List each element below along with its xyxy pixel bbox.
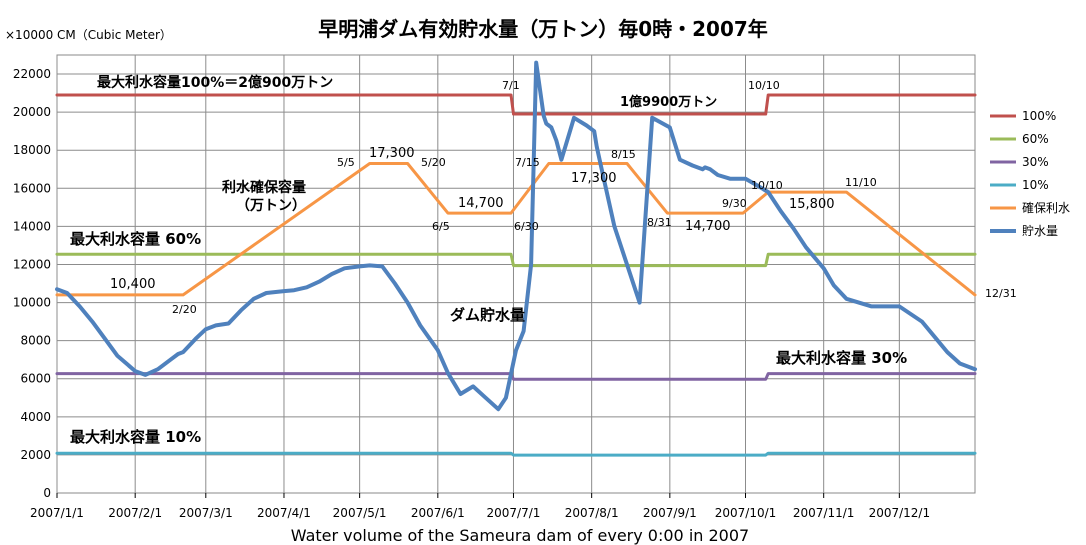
legend-label: 30% — [1022, 155, 1049, 169]
x-tick-label: 2007/2/1 — [108, 506, 162, 520]
date-label-0605: 6/5 — [432, 220, 450, 233]
x-tick-label: 2007/5/1 — [333, 506, 387, 520]
annotation-reserve-unit: （万トン） — [236, 198, 306, 214]
y-tick-label: 20000 — [13, 105, 51, 119]
legend-label: 60% — [1022, 132, 1049, 146]
x-tick-label: 2007/8/1 — [565, 506, 619, 520]
date-label-0505: 5/5 — [337, 156, 355, 169]
legend-label: 10% — [1022, 178, 1049, 192]
x-tick-label: 2007/9/1 — [643, 506, 697, 520]
y-tick-label: 12000 — [13, 257, 51, 271]
value-label-17300-aug: 17,300 — [571, 171, 617, 186]
x-tick-label: 2007/12/1 — [869, 506, 931, 520]
x-tick-label: 2007/4/1 — [257, 506, 311, 520]
annotation-flood-capacity: 1億9900万トン — [620, 94, 717, 110]
series-line-2 — [55, 372, 977, 381]
y-tick-label: 2000 — [20, 448, 51, 462]
legend-label: 100% — [1022, 109, 1056, 123]
annotation-max-capacity: 最大利水容量100%＝2億900万トン — [97, 74, 333, 91]
date-label-1010: 10/10 — [751, 179, 783, 192]
chart-title: 早明浦ダム有効貯水量（万トン）毎0時・2007年 — [318, 17, 768, 41]
date-label-0630: 6/30 — [514, 220, 539, 233]
annotation-cap-30: 最大利水容量 30% — [776, 349, 907, 367]
annotation-cap-60: 最大利水容量 60% — [70, 230, 201, 248]
y-tick-label: 18000 — [13, 143, 51, 157]
series-line-3 — [55, 451, 977, 457]
value-label-17300-may: 17,300 — [369, 146, 415, 161]
annotation-reserve: 利水確保容量 — [222, 179, 306, 196]
y-axis-ticks: 0 2000 4000 6000 8000 10000 12000 14000 16000 180… — [13, 67, 51, 500]
date-label-0831: 8/31 — [647, 216, 672, 229]
date-label-1010-top: 10/10 — [748, 79, 780, 92]
y-tick-label: 14000 — [13, 219, 51, 233]
value-label-14700-sep: 14,700 — [685, 219, 731, 234]
date-label-0701: 7/1 — [502, 79, 520, 92]
x-tick-label: 2007/6/1 — [411, 506, 465, 520]
legend-label: 確保利水 — [1022, 200, 1070, 215]
date-label-0815: 8/15 — [611, 148, 636, 161]
y-tick-label: 16000 — [13, 181, 51, 195]
x-tick-label: 2007/10/1 — [715, 506, 777, 520]
x-axis-ticks: 2007/1/1 2007/2/1 2007/3/1 2007/4/1 2007/5/1… — [30, 493, 930, 520]
y-tick-label: 6000 — [20, 372, 51, 386]
y-axis-unit: ×10000 CM（Cubic Meter） — [5, 28, 172, 42]
series-line-5 — [55, 60, 977, 412]
x-tick-label: 2007/1/1 — [30, 506, 84, 520]
annotation-dam-volume: ダム貯水量 — [450, 306, 525, 324]
value-label-10400: 10,400 — [110, 277, 156, 292]
chart-subtitle: Water volume of the Sameura dam of every… — [291, 526, 749, 545]
y-tick-label: 0 — [43, 486, 51, 500]
date-label-0220: 2/20 — [172, 303, 197, 316]
legend-label: 貯水量 — [1022, 224, 1058, 238]
series-line-1 — [55, 252, 977, 268]
date-label-0520: 5/20 — [421, 156, 446, 169]
y-tick-label: 8000 — [20, 334, 51, 348]
x-tick-label: 2007/11/1 — [793, 506, 855, 520]
date-label-0930: 9/30 — [722, 197, 747, 210]
annotation-cap-10: 最大利水容量 10% — [70, 428, 201, 446]
date-label-1110: 11/10 — [845, 176, 877, 189]
value-label-14700-jun: 14,700 — [458, 196, 504, 211]
date-label-1231: 12/31 — [985, 287, 1017, 300]
series-line-0 — [55, 93, 977, 116]
x-tick-label: 2007/7/1 — [487, 506, 541, 520]
series-group — [55, 60, 977, 457]
plot-frame — [56, 54, 976, 494]
date-label-0715: 7/15 — [515, 156, 540, 169]
value-label-15800: 15,800 — [789, 197, 835, 212]
y-tick-label: 10000 — [13, 296, 51, 310]
x-tick-label: 2007/3/1 — [179, 506, 233, 520]
y-tick-label: 22000 — [13, 67, 51, 81]
y-tick-label: 4000 — [20, 410, 51, 424]
